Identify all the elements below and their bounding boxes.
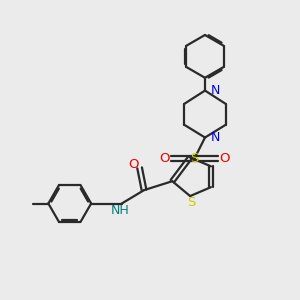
Text: O: O (159, 152, 169, 165)
Text: N: N (210, 131, 220, 144)
Text: O: O (220, 152, 230, 165)
Text: S: S (188, 196, 196, 208)
Text: N: N (210, 84, 220, 97)
Text: NH: NH (111, 203, 130, 217)
Text: O: O (128, 158, 139, 171)
Text: S: S (190, 152, 199, 165)
